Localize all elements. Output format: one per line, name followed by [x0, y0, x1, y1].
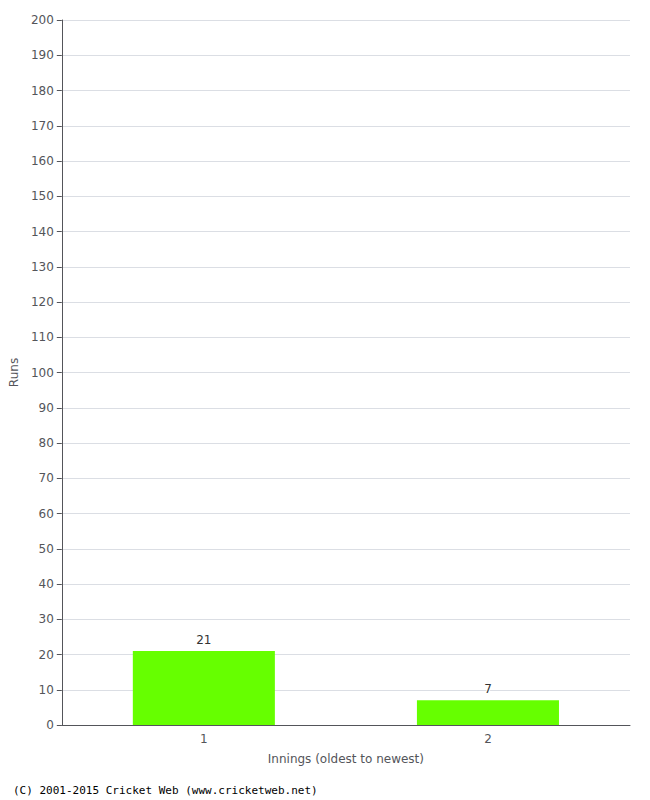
svg-text:160: 160	[31, 154, 54, 168]
svg-text:120: 120	[31, 295, 54, 309]
svg-text:100: 100	[31, 366, 54, 380]
svg-text:50: 50	[39, 542, 54, 556]
svg-text:30: 30	[39, 612, 54, 626]
svg-text:140: 140	[31, 225, 54, 239]
svg-text:0: 0	[46, 718, 54, 732]
svg-text:Runs: Runs	[7, 358, 21, 387]
svg-text:21: 21	[196, 633, 211, 647]
svg-text:150: 150	[31, 189, 54, 203]
svg-text:90: 90	[39, 401, 54, 415]
svg-text:40: 40	[39, 577, 54, 591]
svg-text:180: 180	[31, 84, 54, 98]
svg-text:200: 200	[31, 13, 54, 27]
svg-text:190: 190	[31, 48, 54, 62]
svg-text:80: 80	[39, 436, 54, 450]
svg-text:60: 60	[39, 507, 54, 521]
svg-text:1: 1	[200, 732, 208, 746]
svg-text:(C) 2001-2015 Cricket Web (www: (C) 2001-2015 Cricket Web (www.cricketwe…	[13, 784, 318, 797]
svg-text:Innings (oldest to newest): Innings (oldest to newest)	[268, 752, 424, 766]
svg-text:170: 170	[31, 119, 54, 133]
svg-text:20: 20	[39, 648, 54, 662]
svg-text:2: 2	[484, 732, 492, 746]
svg-text:130: 130	[31, 260, 54, 274]
svg-text:110: 110	[31, 330, 54, 344]
svg-text:70: 70	[39, 471, 54, 485]
svg-text:7: 7	[484, 682, 492, 696]
svg-text:10: 10	[39, 683, 54, 697]
